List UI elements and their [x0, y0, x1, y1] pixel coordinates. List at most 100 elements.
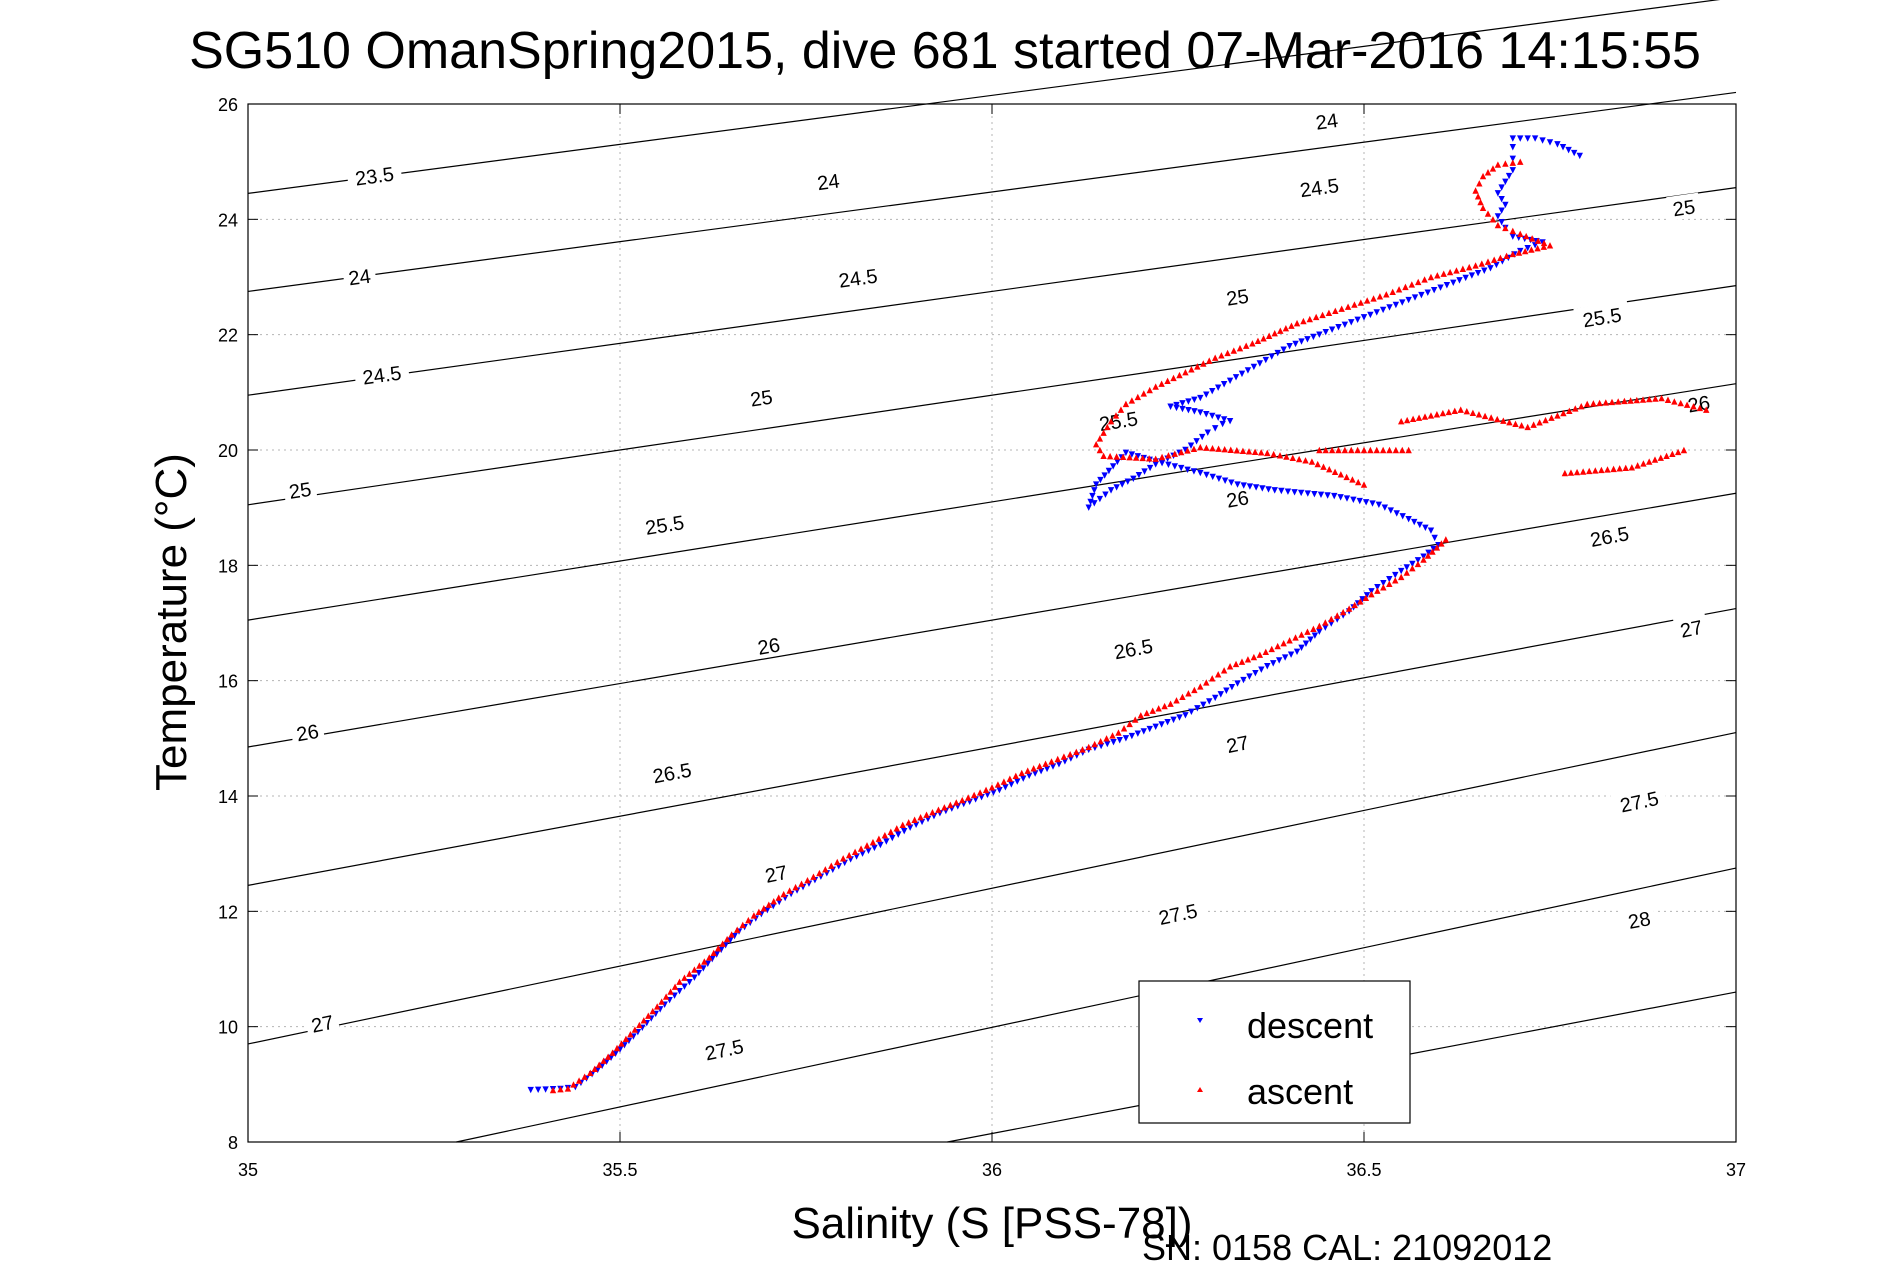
- descent-point: [1246, 483, 1254, 490]
- ascent-point: [1586, 467, 1593, 475]
- ascent-point: [1578, 402, 1585, 410]
- ascent-point: [1152, 383, 1159, 390]
- ascent-point: [780, 890, 787, 898]
- descent-point: [1097, 476, 1104, 484]
- descent-point: [1369, 500, 1376, 507]
- ascent-point: [1548, 414, 1555, 421]
- ascent-point: [1236, 344, 1244, 352]
- ascent-point: [1104, 423, 1111, 431]
- contour-label-backdrop: [1219, 281, 1255, 311]
- ascent-point: [1640, 460, 1647, 467]
- descent-point: [1252, 669, 1259, 677]
- ascent-point: [1522, 232, 1530, 240]
- density-contour-label: 24.5: [1299, 175, 1341, 202]
- ascent-point: [923, 811, 930, 818]
- ascent-point: [1277, 327, 1284, 334]
- ascent-series: [549, 158, 1710, 1094]
- density-contour-line: [247, 607, 1737, 886]
- descent-point: [1226, 417, 1234, 425]
- ascent-point: [887, 828, 895, 835]
- ascent-point: [1006, 775, 1014, 782]
- density-contour-label: 26: [1686, 392, 1712, 417]
- ascent-point: [1489, 165, 1497, 172]
- descent-point: [1425, 549, 1432, 557]
- descent-point: [1386, 304, 1393, 311]
- ascent-point: [1341, 446, 1349, 454]
- ascent-point: [1370, 295, 1377, 302]
- descent-point: [1152, 461, 1159, 468]
- ascent-point: [1109, 732, 1116, 739]
- ascent-point: [1438, 540, 1445, 547]
- ascent-point: [1373, 446, 1380, 454]
- contour-label-backdrop: [1580, 518, 1639, 553]
- descent-point: [1170, 716, 1177, 724]
- descent-point: [1234, 680, 1241, 687]
- ascent-point: [676, 978, 683, 985]
- ascent-point: [1479, 172, 1487, 180]
- ascent-point: [1472, 262, 1479, 269]
- descent-point: [1212, 694, 1219, 702]
- ascent-point: [1566, 407, 1573, 414]
- ascent-point: [1326, 466, 1333, 473]
- descent-point: [1298, 338, 1305, 345]
- ascent-point: [1338, 305, 1345, 312]
- descent-point: [1374, 584, 1381, 591]
- descent-point: [1311, 491, 1318, 498]
- ascent-point: [935, 806, 942, 813]
- ascent-point: [681, 974, 688, 981]
- ascent-point: [1399, 446, 1406, 454]
- descent-point: [1380, 580, 1387, 587]
- descent-point: [883, 838, 890, 845]
- descent-point: [1517, 135, 1524, 142]
- ascent-point: [1696, 404, 1704, 412]
- descent-point: [1427, 527, 1435, 534]
- density-contour-line: [247, 492, 1737, 748]
- x-tick-label: 35: [238, 1160, 258, 1180]
- ascent-point: [1128, 397, 1136, 404]
- ascent-point: [654, 1003, 661, 1010]
- descent-point: [1135, 472, 1143, 479]
- ascent-point: [1528, 235, 1536, 242]
- ascent-point: [1354, 446, 1361, 454]
- ascent-point: [649, 1007, 656, 1015]
- ascent-point: [1132, 454, 1140, 461]
- legend-box: [1138, 980, 1411, 1124]
- descent-point: [1259, 485, 1266, 492]
- ascent-point: [1304, 628, 1311, 635]
- ascent-point: [1367, 446, 1374, 454]
- ascent-point: [1140, 390, 1147, 397]
- density-contour-line: [247, 0, 1721, 194]
- ascent-point: [1579, 468, 1587, 475]
- ascent-point: [1476, 180, 1483, 187]
- descent-point: [1092, 481, 1100, 488]
- ascent-point: [1362, 594, 1370, 601]
- ascent-point: [1203, 444, 1210, 451]
- ascent-point: [1249, 340, 1256, 347]
- ascent-point: [1540, 243, 1547, 250]
- ascent-point: [686, 970, 693, 977]
- ascent-point: [1096, 435, 1104, 442]
- descent-point: [1494, 213, 1502, 220]
- ascent-point: [671, 983, 679, 990]
- descent-point: [1350, 496, 1357, 504]
- ascent-point: [1489, 216, 1497, 223]
- density-contour-line: [247, 91, 1737, 293]
- descent-point: [859, 850, 866, 857]
- ascent-point: [1298, 631, 1305, 638]
- ascent-point: [1351, 301, 1358, 308]
- ascent-point: [869, 838, 877, 846]
- ascent-point: [1012, 772, 1020, 780]
- descent-point: [1375, 501, 1383, 508]
- descent-point: [1509, 167, 1516, 174]
- descent-point: [1146, 464, 1154, 472]
- descent-point: [1576, 152, 1583, 160]
- descent-point: [1037, 768, 1045, 775]
- ascent-point: [1463, 408, 1471, 415]
- ascent-point: [631, 1026, 639, 1033]
- contour-label-backdrop: [643, 755, 701, 789]
- descent-point: [681, 983, 688, 990]
- ascent-point: [1610, 465, 1617, 473]
- descent-point: [895, 831, 902, 838]
- descent-point: [1307, 636, 1314, 643]
- ascent-point: [834, 858, 841, 866]
